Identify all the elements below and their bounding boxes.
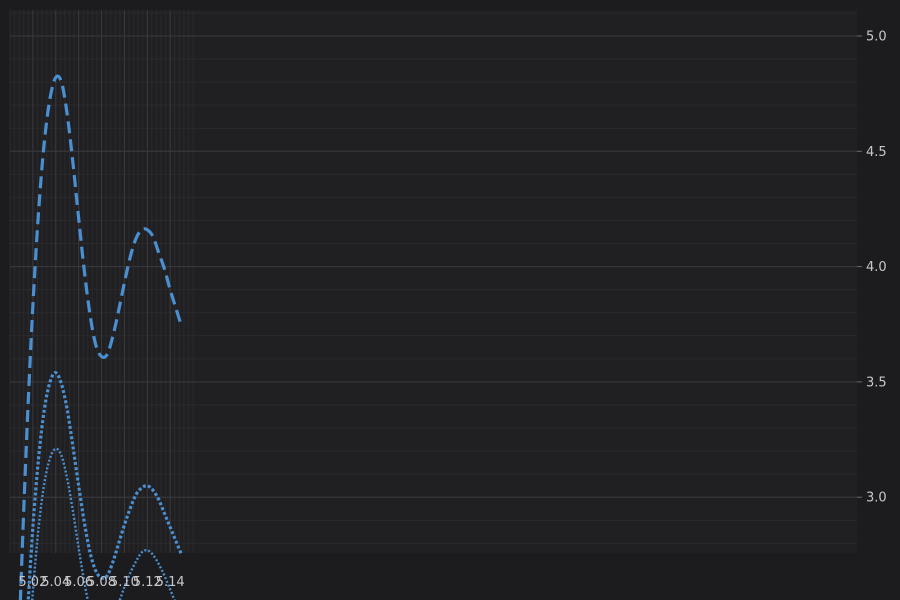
y-tick-label: 4.0 — [866, 260, 887, 275]
x-tick-label: 5.12 — [133, 575, 162, 590]
series-line-3 — [31, 447, 176, 600]
plot-background — [10, 10, 857, 553]
y-tick-label: 3.5 — [866, 375, 887, 390]
y-tick-label: 4.5 — [866, 145, 887, 160]
x-axis-ticks: 5.025.045.065.085.105.125.14 — [18, 575, 184, 590]
series-line-1 — [18, 74, 184, 600]
y-tick-label: 3.0 — [866, 491, 887, 506]
y-axis-ticks: 0.51.01.52.02.53.03.54.04.55.0 — [857, 30, 887, 506]
series-line-2 — [26, 371, 184, 600]
x-tick-label: 5.10 — [110, 575, 139, 590]
x-tick-label: 5.06 — [64, 575, 93, 590]
x-tick-label: 5.08 — [87, 575, 116, 590]
x-tick-label: 5.04 — [41, 575, 70, 590]
x-tick-label: 5.02 — [18, 575, 47, 590]
major-grid — [10, 10, 857, 553]
series-layer — [18, 74, 184, 600]
y-tick-label: 5.0 — [866, 30, 887, 45]
x-tick-label: 5.14 — [156, 575, 185, 590]
